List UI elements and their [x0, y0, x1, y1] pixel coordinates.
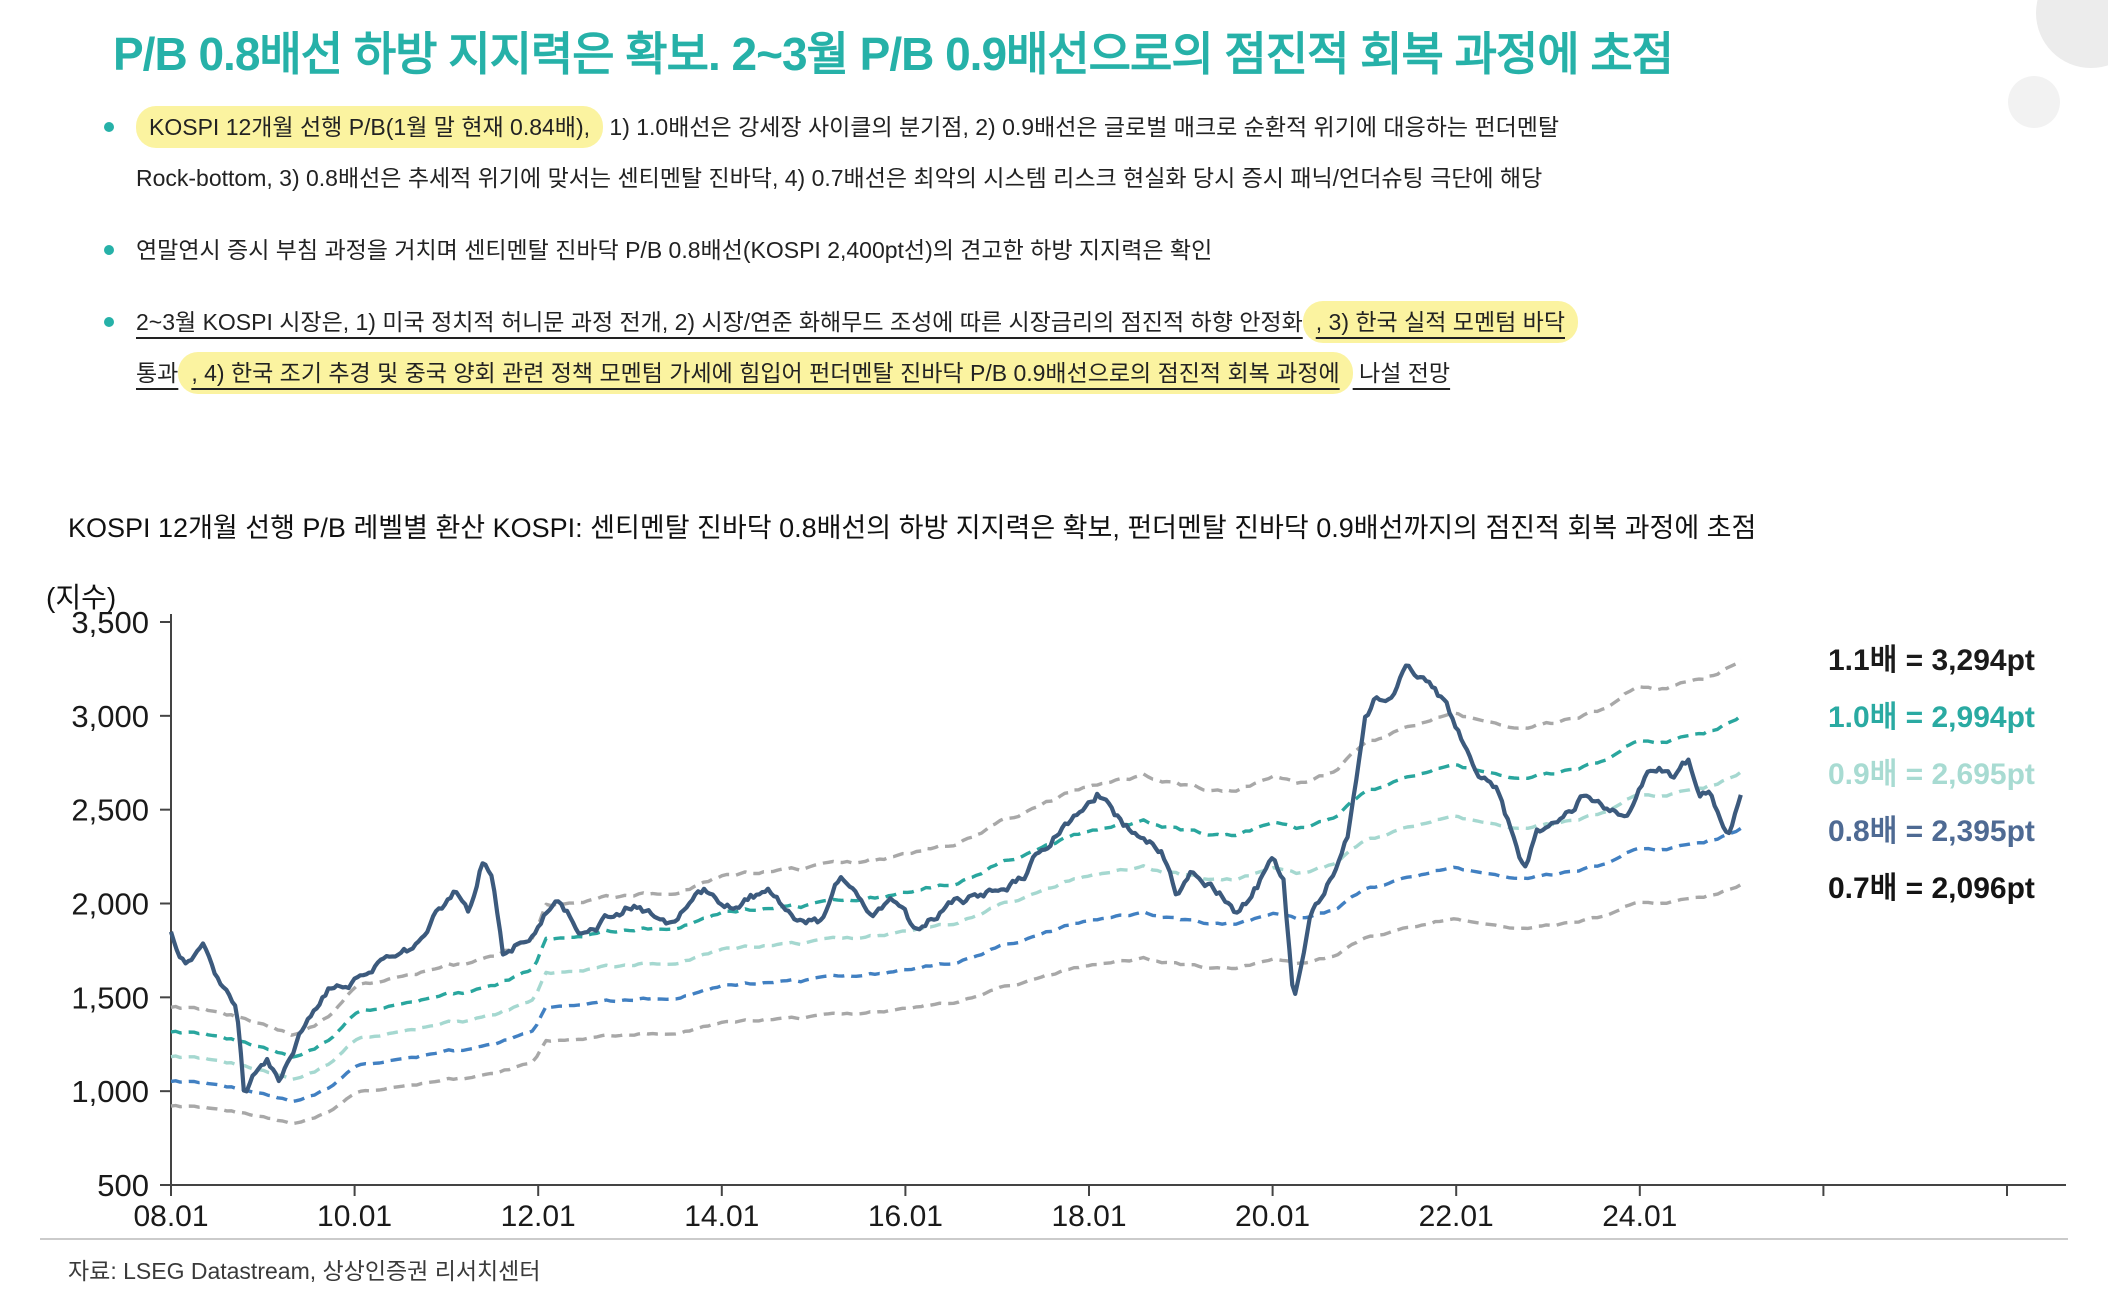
- bullet-marker: [104, 317, 114, 327]
- svg-text:1,000: 1,000: [71, 1074, 149, 1109]
- source-note: 자료: LSEG Datastream, 상상인증권 리서치센터: [68, 1258, 541, 1284]
- legend-item-1.1x: 1.1배 = 3,294pt: [1828, 643, 2035, 677]
- highlighted-text: , 4) 한국 조기 추경 및 중국 양회 관련 정책 모멘텀 가세에 힘입어 …: [178, 352, 1353, 394]
- bullet-text-segment: 나설 전망: [1352, 360, 1451, 386]
- svg-text:10.01: 10.01: [317, 1200, 392, 1233]
- legend-item-0.8x: 0.8배 = 2,395pt: [1828, 814, 2035, 848]
- bullet-marker: [104, 245, 114, 255]
- bullet-text-segment: 2~3월 KOSPI 시장은, 1) 미국 정치적 허니문 과정 전개, 2) …: [136, 309, 1303, 335]
- svg-text:2,000: 2,000: [71, 887, 149, 922]
- corner-decoration-circle-small: [2008, 76, 2060, 128]
- legend-item-1x: 1.0배 = 2,994pt: [1828, 700, 2035, 734]
- bullet-item-support-confirmed: 연말연시 증시 부침 과정을 거치며 센티멘탈 진바닥 P/B 0.8배선(KO…: [96, 225, 1596, 276]
- svg-text:16.01: 16.01: [868, 1200, 943, 1233]
- bullet-list: KOSPI 12개월 선행 P/B(1월 말 현재 0.84배), 1) 1.0…: [96, 102, 1596, 420]
- chart-legend: 1.1배 = 3,294pt 1.0배 = 2,994pt 0.9배 = 2,695…: [1828, 628, 2103, 913]
- bullet-text: KOSPI 12개월 선행 P/B(1월 말 현재 0.84배), 1) 1.0…: [136, 102, 1596, 204]
- bullet-text: 2~3월 KOSPI 시장은, 1) 미국 정치적 허니문 과정 전개, 2) …: [136, 297, 1596, 399]
- legend-item-0.9x: 0.9배 = 2,695pt: [1828, 757, 2035, 791]
- bullet-text-segment: Rock-bottom, 3) 0.8배선은 추세적 위기에 맞서는 센티멘탈 …: [136, 165, 1543, 191]
- svg-text:08.01: 08.01: [133, 1200, 208, 1233]
- svg-text:14.01: 14.01: [684, 1200, 759, 1233]
- svg-text:20.01: 20.01: [1235, 1200, 1310, 1233]
- bullet-text-segment: 연말연시 증시 부침 과정을 거치며 센티멘탈 진바닥 P/B 0.8배선(KO…: [136, 237, 1213, 263]
- highlighted-text: KOSPI 12개월 선행 P/B(1월 말 현재 0.84배),: [136, 106, 604, 148]
- bullet-marker: [104, 122, 114, 132]
- svg-text:22.01: 22.01: [1419, 1200, 1494, 1233]
- corner-decoration-circle-large: [2036, 0, 2108, 68]
- footer-divider: [40, 1238, 2068, 1240]
- bullet-text-segment: 1) 1.0배선은 강세장 사이클의 분기점, 2) 0.9배선은 글로벌 매크…: [603, 114, 1560, 140]
- svg-text:1,500: 1,500: [71, 980, 149, 1015]
- bullet-text-segment: 통과: [136, 360, 179, 386]
- highlighted-text: , 3) 한국 실적 모멘텀 바닥: [1302, 301, 1578, 343]
- bullet-item-pb-levels: KOSPI 12개월 선행 P/B(1월 말 현재 0.84배), 1) 1.0…: [96, 102, 1596, 204]
- bullet-item-outlook: 2~3월 KOSPI 시장은, 1) 미국 정치적 허니문 과정 전개, 2) …: [96, 297, 1596, 399]
- svg-text:3,000: 3,000: [71, 699, 149, 734]
- svg-text:2,500: 2,500: [71, 793, 149, 828]
- svg-text:18.01: 18.01: [1051, 1200, 1126, 1233]
- legend-item-0.7x: 0.7배 = 2,096pt: [1828, 871, 2035, 905]
- chart-title: KOSPI 12개월 선행 P/B 레벨별 환산 KOSPI: 센티멘탈 진바닥…: [68, 513, 1757, 543]
- page-title: P/B 0.8배선 하방 지지력은 확보. 2~3월 P/B 0.9배선으로의 …: [113, 28, 1674, 80]
- svg-text:3,500: 3,500: [71, 605, 149, 640]
- y-axis-unit-label: (지수): [46, 582, 117, 613]
- bullet-text: 연말연시 증시 부침 과정을 거치며 센티멘탈 진바닥 P/B 0.8배선(KO…: [136, 225, 1596, 276]
- svg-text:24.01: 24.01: [1602, 1200, 1677, 1233]
- svg-text:12.01: 12.01: [501, 1200, 576, 1233]
- svg-text:500: 500: [97, 1168, 149, 1203]
